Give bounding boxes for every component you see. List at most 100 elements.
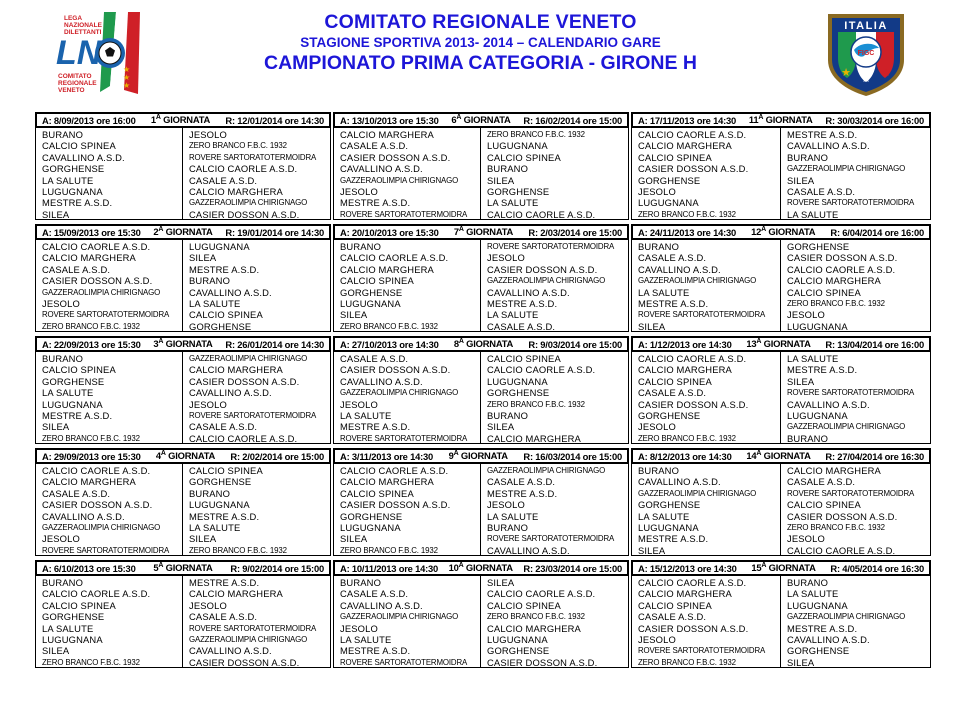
away-team: CASALE A.S.D.	[189, 611, 258, 623]
svg-text:REGIONALE: REGIONALE	[58, 80, 97, 87]
andata-date-time: A: 29/09/2013 ore 15:30	[42, 450, 141, 462]
svg-text:NAZIONALE: NAZIONALE	[64, 22, 103, 29]
home-team: CAVALLINO A.S.D.	[638, 476, 721, 488]
home-team: CALCIO CAORLE A.S.D.	[42, 588, 151, 600]
svg-text:★: ★	[123, 81, 130, 90]
away-team: LA SALUTE	[487, 510, 539, 522]
away-team: GAZZERAOLIMPIA CHIRIGNAGO	[487, 465, 606, 475]
home-team: CALCIO SPINEA	[638, 151, 712, 163]
away-team: LUGUGNANA	[189, 499, 250, 511]
away-team: CASIER DOSSON A.S.D.	[787, 510, 898, 522]
home-team: JESOLO	[340, 185, 378, 197]
home-team: LUGUGNANA	[42, 398, 103, 410]
away-team: CASIER DOSSON A.S.D.	[189, 208, 300, 220]
away-team: SILEA	[189, 252, 217, 264]
away-team: ROVERE SARTORATOTERMOIDRA	[189, 151, 317, 162]
andata-date-time: A: 8/09/2013 ore 16:00	[42, 114, 136, 126]
away-team: CALCIO MARGHERA	[189, 588, 283, 600]
away-team-column: MESTRE A.S.D. CAVALLINO A.S.D. BURANO GAZZE…	[781, 128, 930, 220]
home-team: JESOLO	[638, 633, 676, 645]
home-team: CASALE A.S.D.	[340, 140, 409, 152]
away-team: GAZZERAOLIMPIA CHIRIGNAGO	[487, 275, 606, 286]
home-team-column: CALCIO CAORLE A.S.D. CALCIO MARGHERA CASAL…	[36, 240, 183, 331]
home-team: CASIER DOSSON A.S.D.	[340, 364, 451, 376]
away-team: CASIER DOSSON A.S.D.	[487, 656, 598, 668]
matchday-number: 2A GIORNATA	[153, 226, 213, 238]
home-team: MESTRE A.S.D.	[638, 533, 709, 545]
matchday-fixtures: CASALE A.S.D. CASIER DOSSON A.S.D. CAVALLI…	[333, 352, 629, 444]
ritorno-date-time: R: 16/03/2014 ore 15:00	[523, 450, 622, 462]
matchday-fixtures: CALCIO MARGHERA CASALE A.S.D. CASIER DOSSO…	[333, 128, 629, 220]
home-team-column: BURANO CASALE A.S.D. CAVALLINO A.S.D. GAZZE…	[334, 576, 481, 667]
home-team: ZERO BRANCO F.B.C. 1932	[42, 656, 140, 667]
home-team: CASIER DOSSON A.S.D.	[638, 398, 749, 410]
away-team: MESTRE A.S.D.	[487, 297, 558, 309]
away-team-column: BURANO LA SALUTE LUGUGNANA GAZZERAOLIMPIA C…	[781, 576, 930, 668]
away-team: LA SALUTE	[487, 309, 539, 321]
home-team-column: CALCIO CAORLE A.S.D. CALCIO MARGHERA CALCI…	[632, 352, 781, 443]
matchday-block: A: 3/11/2013 ore 14:30 9A GIORNATA R: 16/0…	[333, 448, 629, 556]
away-team: CALCIO SPINEA	[787, 499, 861, 511]
away-team: CASALE A.S.D.	[787, 185, 856, 197]
away-team: CALCIO CAORLE A.S.D.	[487, 364, 596, 376]
home-team: MESTRE A.S.D.	[340, 645, 411, 657]
away-team: LUGUGNANA	[487, 633, 548, 645]
away-team: SILEA	[487, 421, 515, 433]
away-team: CAVALLINO A.S.D.	[787, 140, 870, 152]
away-team: CASALE A.S.D.	[189, 174, 258, 186]
away-team: BURANO	[787, 151, 829, 163]
home-team: SILEA	[638, 320, 666, 332]
home-team-column: BURANO CAVALLINO A.S.D. GAZZERAOLIMPIA CHI…	[632, 464, 781, 556]
away-team: MESTRE A.S.D.	[787, 622, 858, 634]
svg-text:★: ★	[841, 67, 851, 79]
home-team: ROVERE SARTORATOTERMOIDRA	[340, 432, 468, 443]
away-team: ROVERE SARTORATOTERMOIDRA	[487, 241, 615, 251]
home-team: ROVERE SARTORATOTERMOIDRA	[42, 309, 170, 320]
away-team: SILEA	[787, 656, 815, 668]
ritorno-date-time: R: 16/02/2014 ore 15:00	[523, 114, 622, 126]
home-team-column: CALCIO CAORLE A.S.D. CALCIO MARGHERA CALCI…	[632, 576, 781, 667]
andata-date-time: A: 13/10/2013 ore 15:30	[340, 114, 439, 126]
away-team: ZERO BRANCO F.B.C. 1932	[787, 297, 885, 308]
figc-italia-logo: ITALIA FIGC ★ ★ ★	[828, 14, 904, 96]
home-team: ZERO BRANCO F.B.C. 1932	[638, 432, 736, 443]
away-team: JESOLO	[487, 499, 525, 511]
matchday-fixtures: BURANO CASALE A.S.D. CAVALLINO A.S.D. GAZZE…	[333, 576, 629, 668]
away-team: CAVALLINO A.S.D.	[787, 633, 870, 645]
andata-date-time: A: 17/11/2013 ore 14:30	[638, 114, 737, 126]
away-team: ZERO BRANCO F.B.C. 1932	[487, 611, 585, 622]
away-team-column: ZERO BRANCO F.B.C. 1932 LUGUGNANA CALCIO S…	[481, 128, 628, 220]
away-team: LA SALUTE	[189, 521, 241, 533]
svg-text:LN: LN	[56, 34, 103, 72]
home-team: ZERO BRANCO F.B.C. 1932	[42, 320, 140, 331]
home-team: CALCIO MARGHERA	[340, 263, 434, 275]
away-team: BURANO	[487, 163, 529, 175]
ritorno-date-time: R: 2/02/2014 ore 15:00	[230, 450, 324, 462]
away-team: CASALE A.S.D.	[487, 320, 556, 332]
home-team: CALCIO CAORLE A.S.D.	[42, 241, 151, 252]
home-team: CALCIO CAORLE A.S.D.	[340, 252, 449, 264]
home-team: BURANO	[638, 241, 680, 252]
home-team: ZERO BRANCO F.B.C. 1932	[340, 320, 438, 331]
home-team: GAZZERAOLIMPIA CHIRIGNAGO	[340, 174, 459, 185]
svg-text:COMITATO: COMITATO	[58, 73, 92, 80]
away-team: MESTRE A.S.D.	[487, 487, 558, 499]
home-team-column: CALCIO CAORLE A.S.D. CALCIO MARGHERA CALCI…	[334, 464, 481, 555]
away-team: CALCIO MARGHERA	[787, 275, 881, 287]
away-team-column: LUGUGNANA SILEA MESTRE A.S.D. BURANO CAVALLI…	[183, 240, 330, 332]
away-team: ZERO BRANCO F.B.C. 1932	[787, 521, 885, 532]
away-team: GORGHENSE	[189, 476, 252, 488]
home-team: BURANO	[340, 241, 382, 252]
away-team: CALCIO MARGHERA	[487, 432, 581, 444]
matchday-header: A: 15/12/2013 ore 14:30 15A GIORNATA R: 4/…	[631, 560, 931, 576]
matchday-block: A: 8/09/2013 ore 16:00 1A GIORNATA R: 12/0…	[35, 112, 331, 220]
away-team: JESOLO	[487, 252, 525, 264]
away-team: ROVERE SARTORATOTERMOIDRA	[189, 622, 317, 633]
home-team: MESTRE A.S.D.	[42, 409, 113, 421]
home-team: ROVERE SARTORATOTERMOIDRA	[42, 544, 170, 555]
away-team: SILEA	[189, 533, 217, 545]
away-team: GORGHENSE	[787, 645, 850, 657]
home-team: SILEA	[42, 421, 70, 433]
away-team: GORGHENSE	[189, 320, 252, 332]
matchday-block: A: 15/12/2013 ore 14:30 15A GIORNATA R: 4/…	[631, 560, 931, 668]
